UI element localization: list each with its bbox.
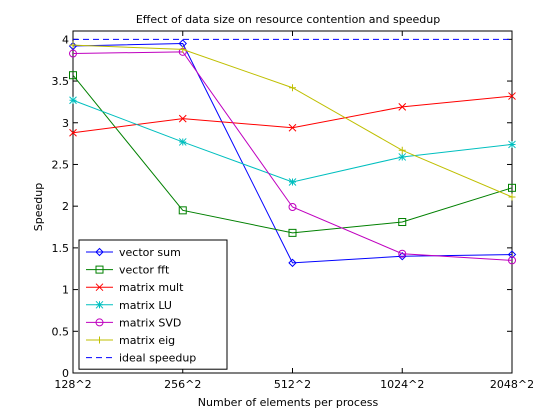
x-tick-label: 2048^2 xyxy=(490,378,534,391)
x-axis-label: Number of elements per process xyxy=(198,396,379,409)
x-marker xyxy=(95,283,104,292)
x-tick-label: 512^2 xyxy=(274,378,311,391)
square-marker xyxy=(178,206,187,215)
square-marker xyxy=(69,71,77,80)
diamond-marker xyxy=(95,247,104,257)
square-marker xyxy=(288,228,297,237)
star-marker xyxy=(178,138,187,146)
plot-area: 0 0.5 1 1.5 2 2.5 3 3.5 4 128^2 256^2 512^2 1024^2 20… xyxy=(52,30,534,391)
legend-entry-label: vector fft xyxy=(119,264,170,277)
star-marker xyxy=(508,140,516,149)
plus-marker xyxy=(96,336,103,344)
legend-entry-label: matrix SVD xyxy=(119,316,181,329)
plus-marker xyxy=(398,146,406,154)
diamond-marker xyxy=(288,258,297,268)
series-matrix-mult xyxy=(69,92,516,137)
legend-entry-label: vector sum xyxy=(119,246,181,259)
chart-title: Effect of data size on resource contenti… xyxy=(136,13,440,26)
x-tick-label: 128^2 xyxy=(54,378,91,391)
square-marker xyxy=(398,218,407,227)
series-matrix-svd xyxy=(69,47,516,265)
y-tick-label: 1.5 xyxy=(52,242,70,255)
diamond-marker xyxy=(398,252,407,261)
circle-marker xyxy=(288,203,297,212)
circle-marker xyxy=(398,249,407,258)
star-marker xyxy=(69,96,77,105)
plus-marker xyxy=(289,84,296,92)
legend: vector sum vector fft matrix mult matrix LU… xyxy=(78,239,228,370)
legend-entry-label: matrix mult xyxy=(119,281,184,294)
y-tick-label: 4 xyxy=(62,33,69,46)
circle-marker xyxy=(69,49,77,58)
x-tick-label: 256^2 xyxy=(164,378,201,391)
y-tick-label: 2 xyxy=(62,200,69,213)
circle-marker xyxy=(508,256,516,265)
star-marker xyxy=(288,178,297,186)
plus-marker xyxy=(508,193,516,201)
star-marker xyxy=(398,153,407,161)
star-marker xyxy=(95,300,104,309)
x-marker xyxy=(288,123,297,132)
y-tick-label: 3 xyxy=(62,117,69,130)
plus-marker xyxy=(179,45,187,53)
circle-marker xyxy=(95,318,104,327)
series-matrix-lu xyxy=(69,96,516,186)
plus-marker xyxy=(69,41,77,49)
x-marker xyxy=(508,92,516,100)
square-marker xyxy=(508,183,516,192)
x-marker xyxy=(398,103,407,111)
x-tick-label: 1024^2 xyxy=(380,378,424,391)
square-marker xyxy=(95,265,104,274)
series-line xyxy=(72,74,513,234)
x-marker xyxy=(178,114,187,123)
diamond-marker xyxy=(507,250,517,259)
y-tick-label: 2.5 xyxy=(52,158,70,171)
legend-entry-label: ideal speedup xyxy=(119,352,196,365)
y-tick-label: 1 xyxy=(62,284,69,297)
series-matrix-eig xyxy=(69,41,516,201)
x-marker xyxy=(69,128,77,137)
y-axis-label: Speedup xyxy=(32,183,45,231)
y-tick-label: 0.5 xyxy=(52,325,70,338)
series-vector-fft xyxy=(69,71,516,237)
legend-entry-label: matrix eig xyxy=(119,334,175,347)
y-tick-label: 3.5 xyxy=(52,75,70,88)
legend-entry-label: matrix LU xyxy=(119,299,172,312)
series-line xyxy=(72,51,513,261)
y-tick-label: 0 xyxy=(62,367,69,380)
